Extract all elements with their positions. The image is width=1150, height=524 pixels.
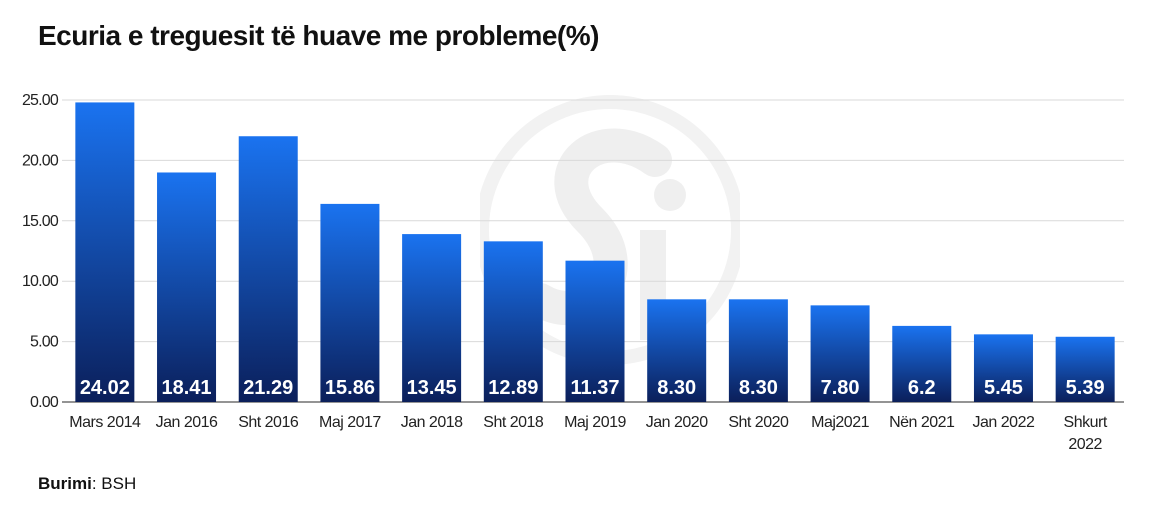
bar bbox=[565, 260, 625, 402]
y-tick-label: 15.00 bbox=[22, 213, 59, 230]
bar-data-label: 24.02 bbox=[80, 377, 130, 399]
x-category-label: Sht 2020 bbox=[728, 414, 789, 431]
x-category-label: Jan 2016 bbox=[156, 414, 218, 431]
bar bbox=[320, 203, 380, 402]
bar bbox=[402, 234, 462, 402]
x-category-label: Mars 2014 bbox=[69, 414, 141, 431]
bar bbox=[728, 299, 788, 402]
bar-data-label: 8.30 bbox=[657, 377, 696, 399]
x-category-label: Maj 2017 bbox=[319, 414, 381, 431]
bar-data-label: 5.45 bbox=[984, 377, 1023, 399]
x-category-label: Jan 2022 bbox=[973, 414, 1035, 431]
bar bbox=[238, 136, 298, 403]
bar bbox=[75, 102, 135, 402]
x-category-label: Jan 2018 bbox=[401, 414, 463, 431]
bar bbox=[973, 334, 1033, 402]
x-category-label: Sht 2016 bbox=[238, 414, 299, 431]
bar-data-label: 8.30 bbox=[739, 377, 778, 399]
bar-data-label: 6.2 bbox=[908, 377, 936, 399]
bar-data-label: 21.29 bbox=[243, 377, 293, 399]
x-category-label: 2022 bbox=[1068, 436, 1102, 453]
bar-data-label: 18.41 bbox=[162, 377, 212, 399]
y-tick-label: 25.00 bbox=[22, 92, 59, 109]
y-tick-label: 0.00 bbox=[30, 394, 59, 411]
bar bbox=[892, 325, 952, 402]
bar-data-label: 12.89 bbox=[488, 377, 538, 399]
y-tick-label: 20.00 bbox=[22, 152, 59, 169]
x-category-label: Jan 2020 bbox=[646, 414, 708, 431]
bar-data-label: 11.37 bbox=[571, 377, 620, 399]
x-category-label: Maj 2019 bbox=[564, 414, 626, 431]
x-category-label: Shkurt bbox=[1064, 414, 1108, 431]
source-label: Burimi bbox=[38, 474, 92, 493]
bar bbox=[647, 299, 707, 402]
bar-data-label: 13.45 bbox=[407, 377, 457, 399]
x-category-label: Sht 2018 bbox=[483, 414, 544, 431]
bar-data-label: 15.86 bbox=[325, 377, 375, 399]
bar bbox=[157, 172, 217, 402]
x-category-label: Maj2021 bbox=[811, 414, 869, 431]
x-category-label: Nën 2021 bbox=[889, 414, 955, 431]
y-tick-label: 10.00 bbox=[22, 273, 59, 290]
source-colon: : bbox=[91, 474, 102, 493]
chart-title: Ecuria e treguesit të huave me probleme(… bbox=[38, 20, 599, 51]
bar-data-label: 5.39 bbox=[1066, 377, 1105, 399]
bar-data-label: 7.80 bbox=[821, 377, 860, 399]
bar bbox=[1055, 336, 1115, 402]
source-value: BSH bbox=[101, 474, 137, 493]
source-note: Burimi: BSH bbox=[38, 474, 136, 494]
y-tick-label: 5.00 bbox=[30, 334, 59, 351]
bar bbox=[483, 241, 543, 402]
bar bbox=[810, 305, 870, 402]
bar-chart: 24.02 18.41 21.29 15.86 13.45 12.89 11.37 8.30 8… bbox=[22, 92, 1124, 453]
